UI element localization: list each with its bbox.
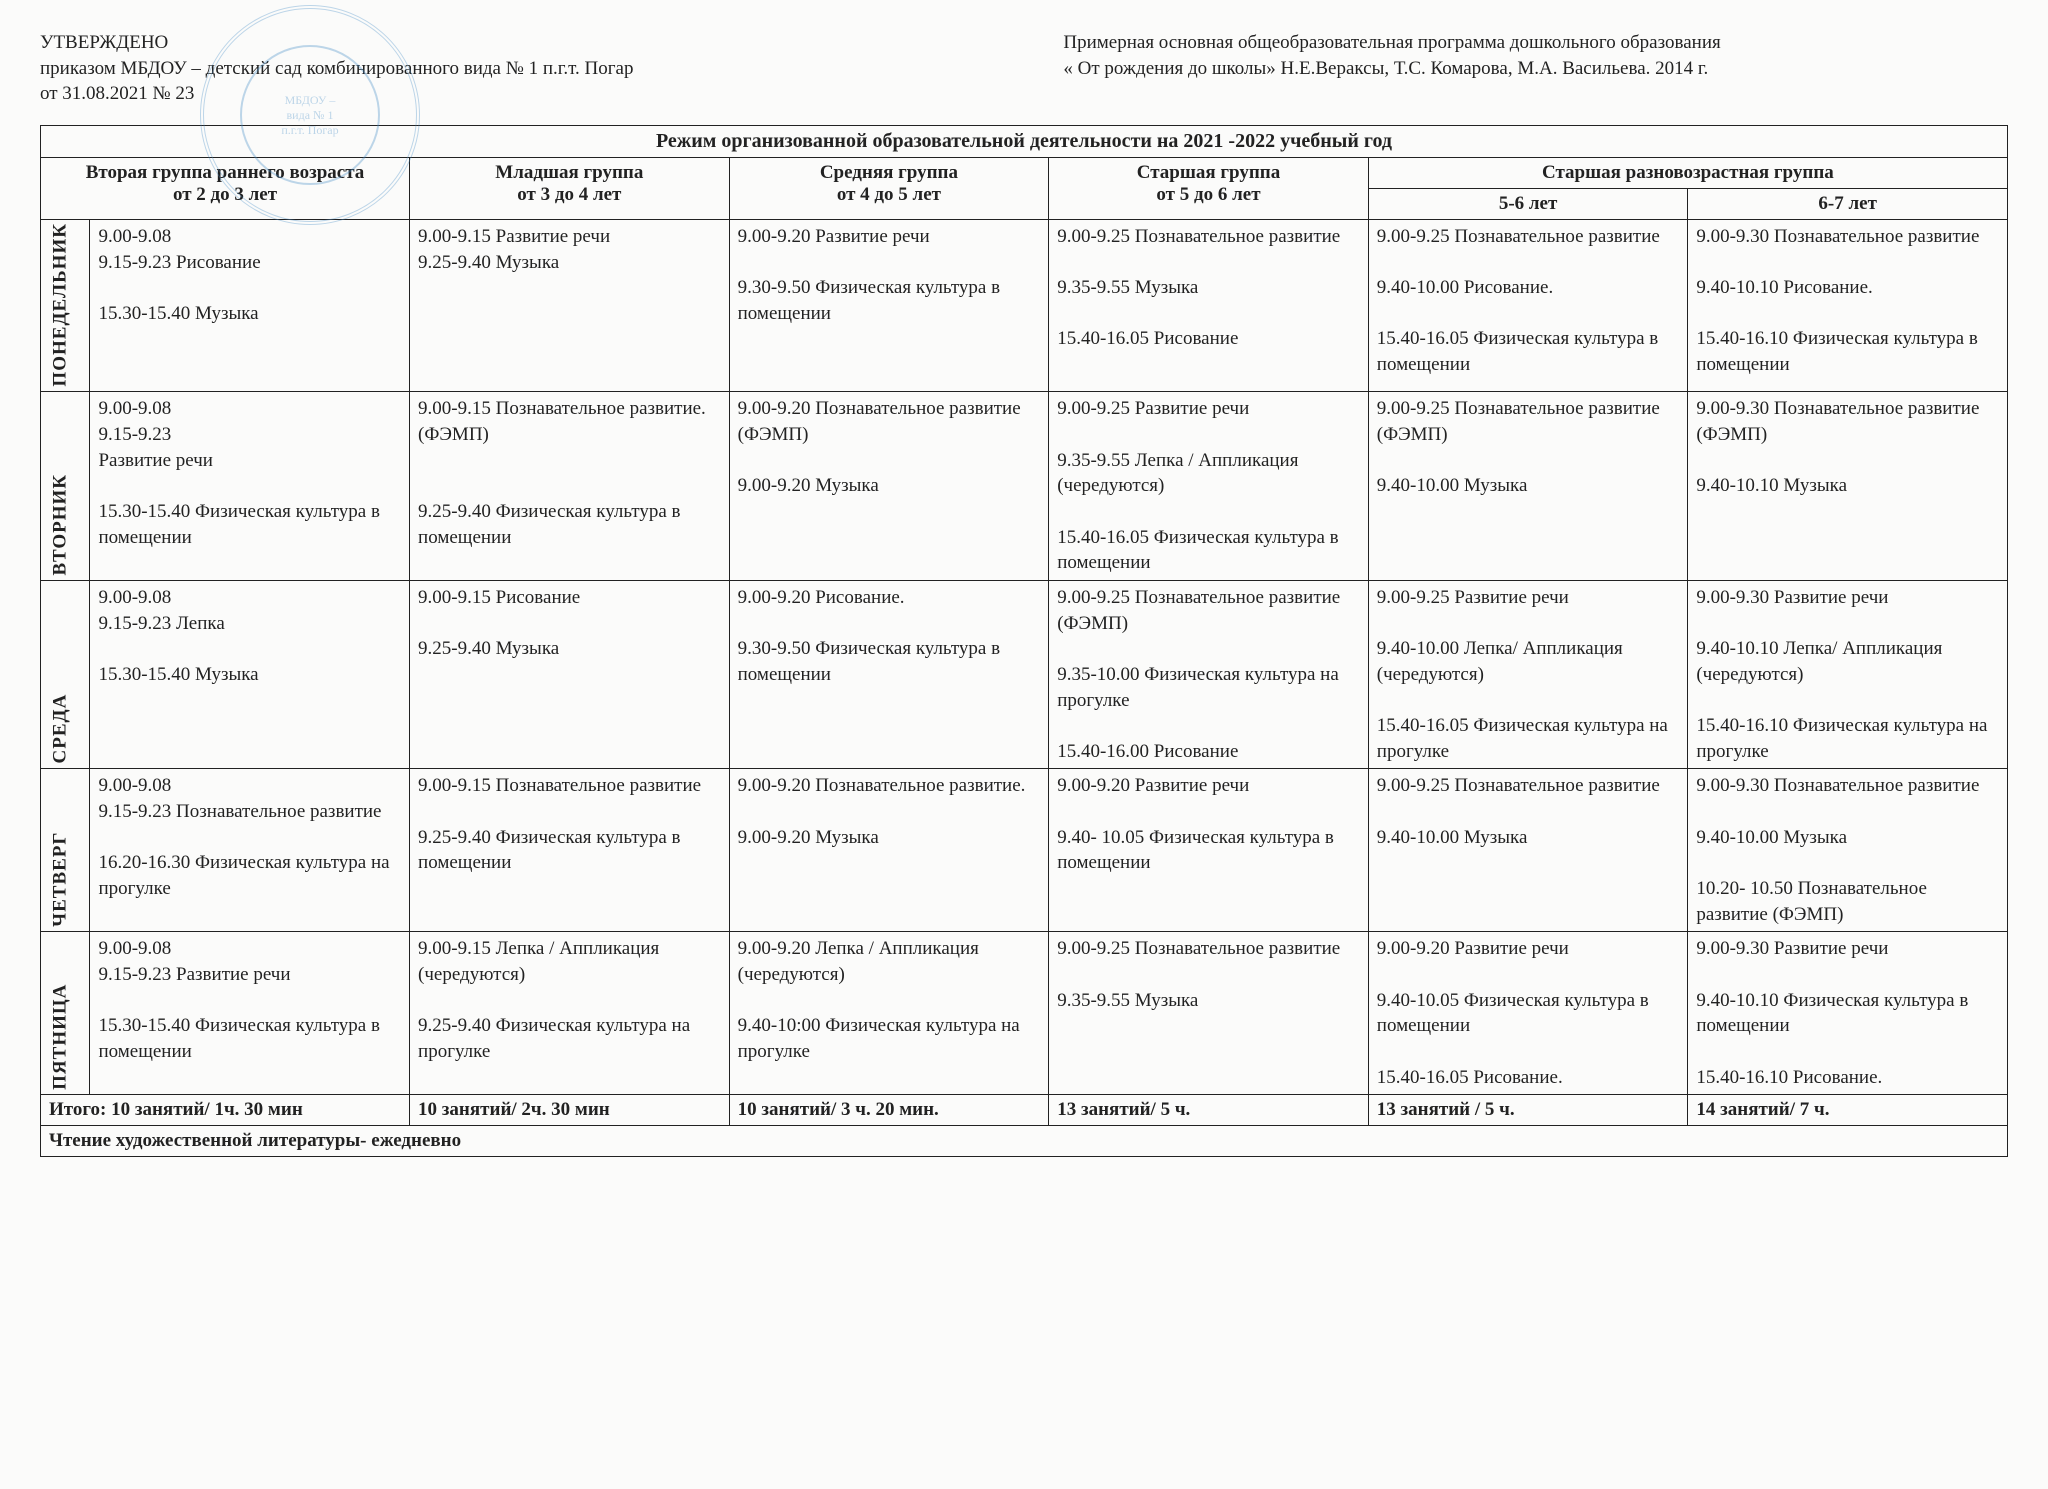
tue-c2: 9.00-9.15 Познавательное развитие. (ФЭМП… — [410, 392, 730, 580]
thu-c1: 9.00-9.089.15-9.23 Познавательное развит… — [90, 769, 410, 932]
group4-header: Старшая группа от 5 до 6 лет — [1049, 157, 1369, 219]
wed-c6: 9.00-9.30 Развитие речи9.40-10.10 Лепка/… — [1688, 580, 2008, 768]
tue-c4: 9.00-9.25 Развитие речи9.35-9.55 Лепка /… — [1049, 392, 1369, 580]
total-5: 13 занятий / 5 ч. — [1368, 1095, 1688, 1126]
wed-c1: 9.00-9.089.15-9.23 Лепка15.30-15.40 Музы… — [90, 580, 410, 768]
schedule-table: Режим организованной образовательной дея… — [40, 125, 2008, 1157]
group1-age: от 2 до 3 лет — [49, 184, 401, 206]
header-block: МБДОУ – вида № 1 п.г.т. Погар УТВЕРЖДЕНО… — [40, 30, 2008, 107]
fri-c5: 9.00-9.20 Развитие речи9.40-10.05 Физиче… — [1368, 932, 1688, 1095]
tue-c3: 9.00-9.20 Познавательное развитие (ФЭМП)… — [729, 392, 1049, 580]
thu-c4: 9.00-9.20 Развитие речи9.40- 10.05 Физич… — [1049, 769, 1369, 932]
group4-name: Старшая группа — [1057, 162, 1360, 184]
total-1: Итого: 10 занятий/ 1ч. 30 мин — [41, 1095, 410, 1126]
group4-age: от 5 до 6 лет — [1057, 184, 1360, 206]
fri-c3: 9.00-9.20 Лепка / Аппликация (чередуются… — [729, 932, 1049, 1095]
fri-c4: 9.00-9.25 Познавательное развитие9.35-9.… — [1049, 932, 1369, 1095]
thu-c3: 9.00-9.20 Познавательное развитие.9.00-9… — [729, 769, 1049, 932]
program-block: Примерная основная общеобразовательная п… — [1063, 30, 2008, 107]
group3-header: Средняя группа от 4 до 5 лет — [729, 157, 1049, 219]
mon-c2: 9.00-9.15 Развитие речи9.25-9.40 Музыка — [410, 219, 730, 392]
day-thursday: ЧЕТВЕРГ — [41, 769, 90, 932]
total-6: 14 занятий/ 7 ч. — [1688, 1095, 2008, 1126]
group5-sub2: 6-7 лет — [1688, 188, 2008, 219]
group2-age: от 3 до 4 лет — [418, 184, 721, 206]
group3-name: Средняя группа — [738, 162, 1041, 184]
wed-c5: 9.00-9.25 Развитие речи9.40-10.00 Лепка/… — [1368, 580, 1688, 768]
wed-c2: 9.00-9.15 Рисование9.25-9.40 Музыка — [410, 580, 730, 768]
fri-c6: 9.00-9.30 Развитие речи9.40-10.10 Физиче… — [1688, 932, 2008, 1095]
mon-c1: 9.00-9.089.15-9.23 Рисование15.30-15.40 … — [90, 219, 410, 392]
group1-header: Вторая группа раннего возраста от 2 до 3… — [41, 157, 410, 219]
day-friday: ПЯТНИЦА — [41, 932, 90, 1095]
fri-c1: 9.00-9.089.15-9.23 Развитие речи15.30-15… — [90, 932, 410, 1095]
program-line1: Примерная основная общеобразовательная п… — [1063, 30, 2008, 56]
program-line2: « От рождения до школы» Н.Е.Вераксы, Т.С… — [1063, 56, 2008, 82]
approval-block: УТВЕРЖДЕНО приказом МБДОУ – детский сад … — [40, 30, 985, 107]
group5-sub1: 5-6 лет — [1368, 188, 1688, 219]
group1-name: Вторая группа раннего возраста — [49, 162, 401, 184]
approved-label: УТВЕРЖДЕНО — [40, 30, 985, 56]
table-title: Режим организованной образовательной дея… — [41, 125, 2008, 157]
group2-name: Младшая группа — [418, 162, 721, 184]
date-line: от 31.08.2021 № 23 — [40, 81, 985, 107]
total-3: 10 занятий/ 3 ч. 20 мин. — [729, 1095, 1049, 1126]
stamp-line2: вида № 1 — [287, 108, 334, 123]
day-monday: ПОНЕДЕЛЬНИК — [41, 219, 90, 392]
fri-c2: 9.00-9.15 Лепка / Аппликация (чередуются… — [410, 932, 730, 1095]
mon-c5: 9.00-9.25 Познавательное развитие9.40-10… — [1368, 219, 1688, 392]
group2-header: Младшая группа от 3 до 4 лет — [410, 157, 730, 219]
group3-age: от 4 до 5 лет — [738, 184, 1041, 206]
tue-c6: 9.00-9.30 Познавательное развитие (ФЭМП)… — [1688, 392, 2008, 580]
footer-note: Чтение художественной литературы- ежедне… — [41, 1126, 2008, 1157]
mon-c6: 9.00-9.30 Познавательное развитие9.40-10… — [1688, 219, 2008, 392]
day-tuesday: ВТОРНИК — [41, 392, 90, 580]
thu-c5: 9.00-9.25 Познавательное развитие9.40-10… — [1368, 769, 1688, 932]
wed-c3: 9.00-9.20 Рисование.9.30-9.50 Физическая… — [729, 580, 1049, 768]
day-wednesday: СРЕДА — [41, 580, 90, 768]
mon-c4: 9.00-9.25 Познавательное развитие9.35-9.… — [1049, 219, 1369, 392]
mon-c3: 9.00-9.20 Развитие речи9.30-9.50 Физичес… — [729, 219, 1049, 392]
group5-header: Старшая разновозрастная группа — [1368, 157, 2007, 188]
total-4: 13 занятий/ 5 ч. — [1049, 1095, 1369, 1126]
total-2: 10 занятий/ 2ч. 30 мин — [410, 1095, 730, 1126]
thu-c2: 9.00-9.15 Познавательное развитие9.25-9.… — [410, 769, 730, 932]
tue-c1: 9.00-9.089.15-9.23Развитие речи15.30-15.… — [90, 392, 410, 580]
thu-c6: 9.00-9.30 Познавательное развитие9.40-10… — [1688, 769, 2008, 932]
wed-c4: 9.00-9.25 Познавательное развитие (ФЭМП)… — [1049, 580, 1369, 768]
tue-c5: 9.00-9.25 Познавательное развитие (ФЭМП)… — [1368, 392, 1688, 580]
order-line: приказом МБДОУ – детский сад комбинирова… — [40, 56, 985, 82]
